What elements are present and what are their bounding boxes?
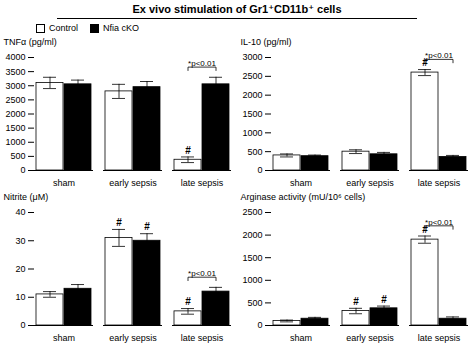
svg-text:2500: 2500 (242, 207, 262, 217)
svg-text:#: # (185, 145, 191, 156)
svg-text:early sepsis: early sepsis (346, 333, 394, 343)
svg-text:0: 0 (257, 165, 262, 175)
svg-text:*p<0.01: *p<0.01 (188, 59, 216, 68)
svg-text:*p<0.01: *p<0.01 (425, 51, 453, 60)
svg-text:Arginase activity (mU/10⁶ cell: Arginase activity (mU/10⁶ cells) (241, 192, 366, 202)
svg-text:Nitrite (μM): Nitrite (μM) (4, 192, 49, 202)
svg-text:#: # (381, 294, 387, 305)
svg-text:late sepsis: late sepsis (181, 178, 224, 188)
svg-text:4000: 4000 (5, 52, 25, 62)
svg-text:late sepsis: late sepsis (181, 333, 224, 343)
svg-text:#: # (144, 221, 150, 232)
svg-text:3000: 3000 (242, 52, 262, 62)
svg-text:sham: sham (290, 333, 312, 343)
svg-text:TNFα (pg/ml): TNFα (pg/ml) (4, 37, 57, 47)
svg-text:500: 500 (247, 298, 262, 308)
svg-text:500: 500 (10, 151, 25, 161)
svg-text:#: # (116, 217, 122, 228)
svg-text:2500: 2500 (5, 95, 25, 105)
svg-text:sham: sham (53, 178, 75, 188)
svg-text:1000: 1000 (5, 137, 25, 147)
svg-text:2500: 2500 (242, 71, 262, 81)
svg-text:early sepsis: early sepsis (109, 178, 157, 188)
svg-text:2000: 2000 (242, 230, 262, 240)
svg-text:late sepsis: late sepsis (418, 178, 461, 188)
html-text:Control: Control (49, 23, 78, 33)
svg-text:sham: sham (53, 333, 75, 343)
svg-text:0: 0 (257, 320, 262, 330)
svg-text:IL-10 (pg/ml): IL-10 (pg/ml) (241, 37, 292, 47)
svg-text:early sepsis: early sepsis (109, 333, 157, 343)
svg-text:early sepsis: early sepsis (346, 178, 394, 188)
svg-text:1000: 1000 (242, 128, 262, 138)
svg-text:1500: 1500 (5, 123, 25, 133)
svg-text:*p<0.01: *p<0.01 (425, 218, 453, 227)
svg-text:30: 30 (15, 236, 25, 246)
svg-text:0: 0 (20, 165, 25, 175)
svg-text:3500: 3500 (5, 67, 25, 77)
svg-text:*p<0.01: *p<0.01 (188, 269, 216, 278)
svg-text:1500: 1500 (242, 253, 262, 263)
svg-text:#: # (185, 296, 191, 307)
svg-text:0: 0 (20, 320, 25, 330)
svg-text:10: 10 (15, 292, 25, 302)
svg-text:sham: sham (290, 178, 312, 188)
svg-text:3000: 3000 (5, 81, 25, 91)
svg-text:1000: 1000 (242, 275, 262, 285)
html-text:Nfia cKO: Nfia cKO (103, 23, 139, 33)
svg-text:40: 40 (15, 207, 25, 217)
svg-text:20: 20 (15, 264, 25, 274)
svg-text:late sepsis: late sepsis (418, 333, 461, 343)
svg-text:2000: 2000 (242, 90, 262, 100)
svg-text:1500: 1500 (242, 109, 262, 119)
svg-text:#: # (353, 296, 359, 307)
html-text:Ex vivo stimulation of Gr1⁺CD1: Ex vivo stimulation of Gr1⁺CD11b⁺ cells (132, 3, 342, 15)
svg-text:2000: 2000 (5, 109, 25, 119)
svg-text:500: 500 (247, 147, 262, 157)
